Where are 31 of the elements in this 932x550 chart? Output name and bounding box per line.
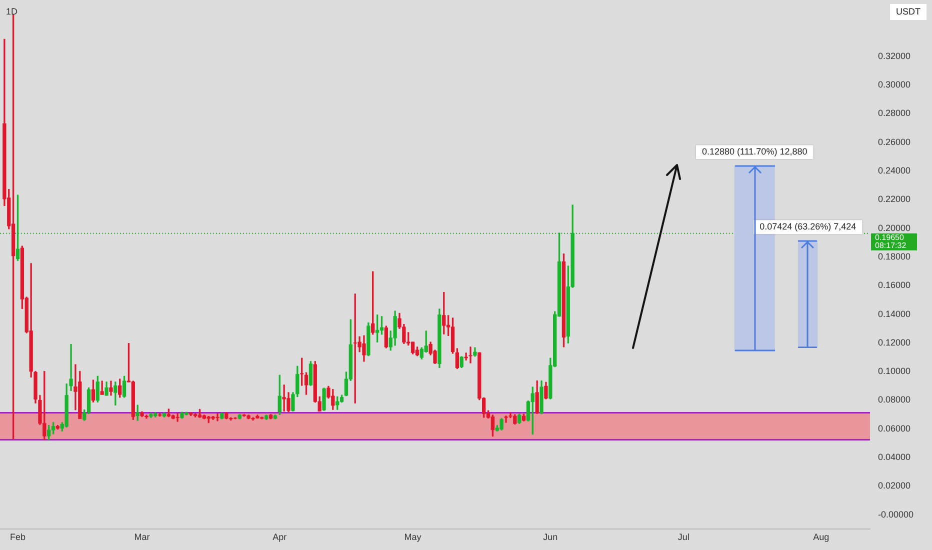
annotation: 0.12880 (111.70%) 12,880 — [702, 146, 808, 157]
y-tick-label: 0.22000 — [878, 194, 911, 204]
y-tick-label: 0.06000 — [878, 423, 911, 434]
y-tick-label: 0.32000 — [878, 50, 911, 61]
x-tick-label: Jul — [678, 532, 690, 542]
y-tick-label: 0.18000 — [878, 251, 911, 262]
x-tick-label: May — [404, 532, 422, 542]
x-tick-label: Feb — [10, 532, 26, 542]
y-tick-label: 0.12000 — [878, 337, 911, 348]
y-tick-label: 0.04000 — [878, 452, 911, 462]
y-tick-label: 0.02000 — [878, 480, 911, 491]
y-tick-label: 0.24000 — [878, 165, 911, 176]
x-tick-label: Jun — [543, 532, 558, 542]
annotation: 0.07424 (63.26%) 7,424 — [760, 222, 856, 232]
y-tick-label: 0.28000 — [878, 108, 911, 118]
x-tick-label: Apr — [272, 532, 287, 542]
y-tick-label: 0.20000 — [878, 222, 911, 233]
y-tick-label: -0.00000 — [878, 509, 914, 520]
y-tick-label: 0.08000 — [878, 394, 911, 405]
ref-line-label: 0.19650 — [875, 233, 904, 242]
y-axis-title: USDT — [896, 6, 921, 16]
candlestick — [176, 413, 180, 422]
y-tick-label: 0.14000 — [878, 308, 911, 319]
y-tick-label: 0.16000 — [878, 280, 911, 290]
x-tick-label: Mar — [134, 532, 150, 542]
y-tick-label: 0.10000 — [878, 366, 911, 376]
text: 08:17:32 — [875, 241, 907, 250]
x-tick-label: Aug — [813, 532, 830, 542]
chart-title: 1D — [6, 6, 18, 16]
y-tick-label: 0.30000 — [878, 80, 911, 90]
y-tick-label: 0.26000 — [878, 136, 911, 147]
